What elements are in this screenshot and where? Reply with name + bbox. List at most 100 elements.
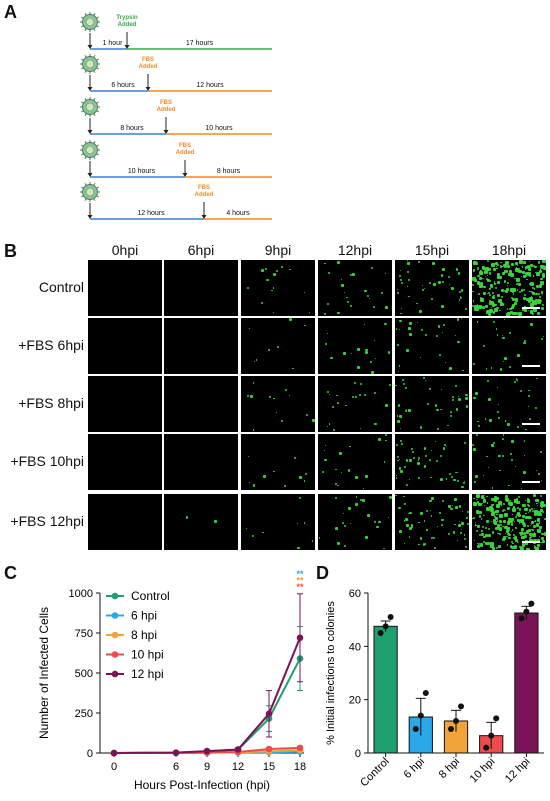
replicate-point — [377, 630, 384, 636]
y-axis-label: % Initial infections to colonies — [325, 601, 337, 745]
column-label: 18hpi — [491, 242, 527, 258]
panel-letter-b: B — [4, 241, 17, 261]
replicate-point — [483, 744, 490, 751]
fluorescent-cell — [511, 529, 514, 531]
fluorescent-cell — [423, 446, 427, 450]
fluorescent-cell — [536, 272, 541, 277]
fluorescent-cell — [496, 520, 499, 522]
fluorescent-cell — [520, 389, 523, 392]
fluorescent-cell — [407, 408, 411, 412]
fluorescent-cell — [530, 523, 533, 526]
fluorescent-cell — [324, 444, 327, 447]
fluorescent-cell — [416, 321, 418, 323]
fluorescent-cell — [436, 335, 438, 337]
data-point — [110, 749, 118, 757]
fluorescent-cell — [491, 303, 495, 307]
fluorescent-cell — [355, 396, 358, 398]
fluorescent-cell — [293, 457, 296, 460]
fluorescent-cell — [507, 528, 511, 532]
fluorescent-cell — [481, 532, 485, 537]
fluorescent-cell — [477, 268, 479, 271]
fluorescent-cell — [449, 284, 451, 286]
fluorescent-cell — [453, 478, 456, 482]
fluorescent-cell — [475, 494, 479, 499]
fluorescent-cell — [523, 455, 525, 457]
fluorescent-cell — [526, 499, 531, 503]
fluorescent-cell — [492, 441, 496, 445]
fluorescent-cell — [478, 277, 483, 281]
fluorescent-cell — [462, 511, 464, 513]
fluorescent-cell — [498, 533, 501, 535]
panel-letter-d: D — [316, 563, 329, 583]
fluorescent-cell — [523, 503, 526, 506]
fluorescent-cell — [422, 377, 425, 379]
micrograph-tile — [88, 494, 162, 550]
fluorescent-cell — [475, 510, 480, 514]
fluorescent-cell — [493, 268, 496, 272]
replicate-point — [493, 715, 500, 722]
fluorescent-cell — [533, 288, 536, 291]
fluorescent-cell — [473, 498, 475, 500]
fluorescent-cell — [520, 535, 525, 540]
legend-label: Control — [131, 589, 170, 603]
fluorescent-cell — [534, 544, 536, 546]
fluorescent-cell — [397, 292, 399, 294]
fluorescent-cell — [539, 526, 542, 529]
added-label: Trypsin — [116, 15, 138, 21]
fluorescent-cell — [364, 351, 368, 355]
fluorescent-cell — [523, 341, 526, 344]
fluorescent-cell — [418, 477, 420, 479]
fluorescent-cell — [343, 524, 347, 527]
fluorescent-cell — [272, 287, 275, 289]
fluorescent-cell — [516, 265, 518, 267]
fluorescent-cell — [425, 334, 427, 336]
fluorescent-cell — [519, 545, 522, 548]
fluorescent-cell — [531, 509, 534, 512]
fluorescent-cell — [515, 377, 517, 380]
fluorescent-cell — [409, 511, 412, 515]
fluorescent-cell — [497, 500, 502, 505]
fluorescent-cell — [371, 370, 374, 374]
fluorescent-cell — [520, 289, 524, 292]
micrograph-tile — [472, 260, 546, 316]
fluorescent-cell — [533, 308, 538, 312]
fluorescent-cell — [542, 335, 544, 337]
fluorescent-cell — [337, 261, 340, 265]
arrow-head — [87, 215, 93, 219]
fluorescent-cell — [478, 271, 483, 276]
fluorescent-cell — [529, 517, 532, 520]
fluorescent-cell — [472, 443, 475, 447]
row-label: +FBS 10hpi — [10, 453, 84, 469]
fluorescent-cell — [491, 497, 495, 502]
fluorescent-cell — [399, 319, 402, 323]
micrograph-tile — [318, 434, 392, 490]
fluorescent-cell — [247, 455, 250, 458]
fluorescent-cell — [490, 542, 495, 546]
fluorescent-cell — [493, 307, 498, 312]
fluorescent-cell — [466, 522, 469, 525]
fluorescent-cell — [495, 287, 497, 289]
fluorescent-cell — [528, 283, 530, 285]
fluorescent-cell — [398, 467, 402, 471]
micrograph-tile — [164, 376, 238, 432]
fluorescent-cell — [369, 360, 372, 363]
y-tick-label: 750 — [75, 628, 93, 640]
fluorescent-cell — [498, 298, 503, 303]
fluorescent-cell — [246, 286, 249, 290]
fluorescent-cell — [402, 495, 405, 498]
fluorescent-cell — [520, 547, 524, 550]
fluorescent-cell — [488, 309, 493, 313]
fluorescent-cell — [407, 270, 410, 274]
micrograph-tile — [241, 376, 315, 432]
fluorescent-cell — [336, 541, 340, 545]
fluorescent-cell — [514, 298, 519, 302]
fluorescent-cell — [337, 311, 340, 315]
fluorescent-cell — [492, 262, 495, 265]
fluorescent-cell — [264, 268, 267, 271]
micrograph-tile — [395, 318, 469, 374]
fluorescent-cell — [494, 515, 496, 518]
fluorescent-cell — [529, 538, 533, 542]
x-axis-label: Hours Post-Infection (hpi) — [134, 778, 270, 792]
fluorescent-cell — [273, 397, 276, 400]
fluorescent-cell — [514, 381, 517, 384]
